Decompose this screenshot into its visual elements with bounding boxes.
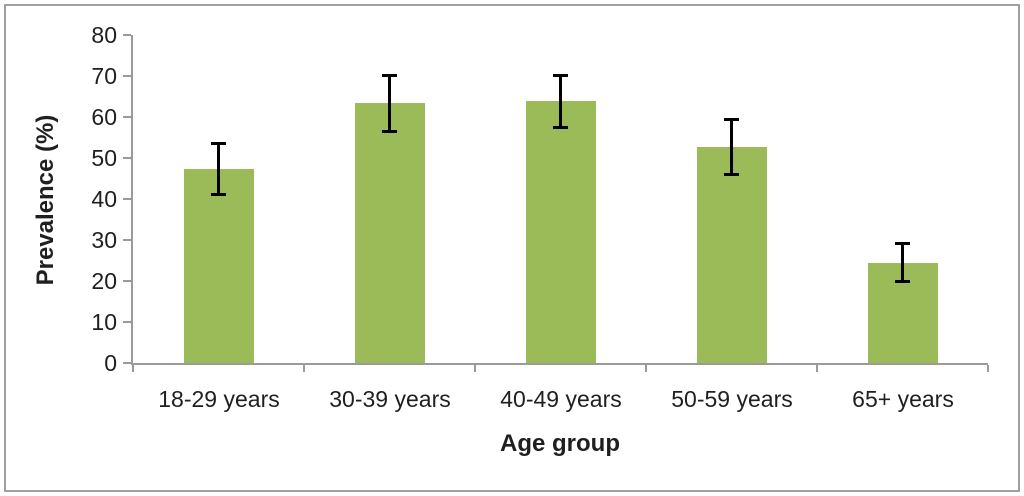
- chart-border: [4, 4, 1020, 492]
- error-bar-cap-top: [553, 74, 568, 77]
- y-tick: [123, 198, 131, 200]
- y-tick-label: 30: [91, 227, 117, 253]
- error-bar-cap-top: [724, 118, 739, 121]
- x-tick: [132, 365, 134, 372]
- x-tick-label: 65+ years: [852, 386, 954, 412]
- error-bar-cap-bottom: [553, 126, 568, 129]
- y-tick-label: 70: [91, 63, 117, 89]
- y-tick: [123, 362, 131, 364]
- x-tick: [645, 365, 647, 372]
- bar: [184, 169, 254, 363]
- y-tick-label: 20: [91, 268, 117, 294]
- y-tick-label: 60: [91, 104, 117, 130]
- y-tick: [123, 34, 131, 36]
- error-bar-cap-top: [211, 142, 226, 145]
- bar: [355, 103, 425, 363]
- y-tick-label: 50: [91, 145, 117, 171]
- x-tick-label: 18-29 years: [158, 386, 280, 412]
- y-tick: [123, 116, 131, 118]
- y-axis-line: [131, 35, 133, 365]
- x-axis-line: [131, 363, 988, 365]
- y-tick-label: 40: [91, 186, 117, 212]
- y-tick-label: 10: [91, 309, 117, 335]
- x-tick: [474, 365, 476, 372]
- bar: [697, 147, 767, 363]
- x-tick: [303, 365, 305, 372]
- error-bar-line: [217, 143, 220, 195]
- y-tick: [123, 239, 131, 241]
- error-bar-cap-bottom: [724, 173, 739, 176]
- y-tick: [123, 75, 131, 77]
- x-tick-label: 40-49 years: [500, 386, 622, 412]
- x-tick-label: 30-39 years: [329, 386, 451, 412]
- error-bar-line: [901, 243, 904, 282]
- error-bar-cap-top: [895, 242, 910, 245]
- y-tick: [123, 321, 131, 323]
- x-axis-title: Age group: [500, 430, 620, 457]
- error-bar-cap-bottom: [211, 193, 226, 196]
- error-bar-cap-bottom: [382, 130, 397, 133]
- y-tick-label: 80: [91, 22, 117, 48]
- y-tick: [123, 280, 131, 282]
- x-tick: [987, 365, 989, 372]
- error-bar-line: [559, 75, 562, 127]
- bar: [526, 101, 596, 363]
- error-bar-cap-top: [382, 74, 397, 77]
- y-tick-label: 0: [104, 350, 117, 376]
- y-tick: [123, 157, 131, 159]
- error-bar-line: [388, 75, 391, 132]
- x-tick-label: 50-59 years: [671, 386, 793, 412]
- error-bar-line: [730, 119, 733, 175]
- x-tick: [816, 365, 818, 372]
- error-bar-cap-bottom: [895, 280, 910, 283]
